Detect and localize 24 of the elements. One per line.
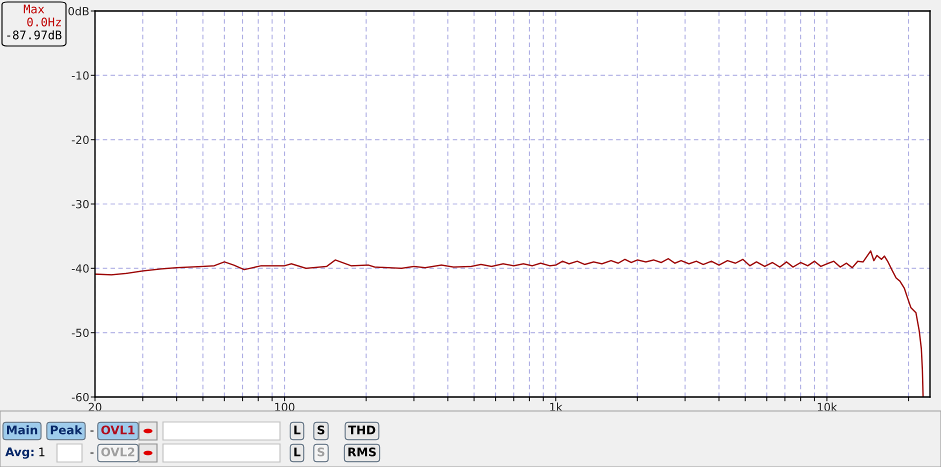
y-tick-label: -20 xyxy=(72,136,89,144)
text: S xyxy=(318,447,324,456)
text: Main xyxy=(7,425,38,434)
y-tick-label: -40 xyxy=(72,264,89,273)
text: 1 xyxy=(39,448,44,456)
text: RMS xyxy=(348,447,376,456)
text: L xyxy=(294,426,300,434)
text: 0.0Hz xyxy=(27,18,61,26)
text: -87.97dB xyxy=(7,30,62,40)
text: Avg: xyxy=(5,448,34,459)
text: Peak xyxy=(50,425,82,434)
text: OVL2 xyxy=(101,447,134,456)
text: Max xyxy=(24,4,44,14)
y-tick-label: -50 xyxy=(72,328,89,338)
text: THD xyxy=(348,426,376,434)
text: S xyxy=(318,425,324,434)
y-tick-label: -30 xyxy=(72,200,89,208)
text: L xyxy=(294,448,300,456)
text: - xyxy=(90,452,94,454)
text: - xyxy=(90,430,94,432)
y-tick-label: -10 xyxy=(72,71,89,80)
y-tick-label: 0dB xyxy=(68,6,89,16)
text: OVL1 xyxy=(101,425,134,434)
y-tick-label: -60 xyxy=(72,392,89,402)
